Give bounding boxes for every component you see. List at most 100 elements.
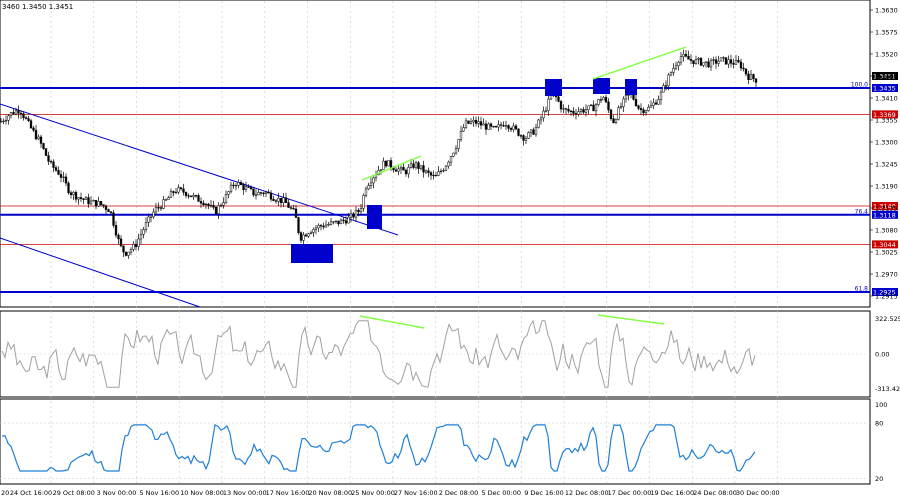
candle-body xyxy=(297,217,300,233)
divergence-line xyxy=(597,314,665,325)
candle-body xyxy=(527,132,530,139)
candle-body xyxy=(429,172,433,176)
x-tick-label: 29 Oct 08:00 xyxy=(53,489,95,497)
candle-body xyxy=(182,188,185,193)
candle-body xyxy=(267,191,270,194)
candle-body xyxy=(422,165,425,173)
candle-body xyxy=(169,191,173,198)
candle-body xyxy=(157,207,160,209)
candle-body xyxy=(739,61,743,69)
candle-body xyxy=(7,115,10,121)
candle-body xyxy=(409,163,413,168)
candle-body xyxy=(269,192,273,200)
candle-body xyxy=(209,204,213,207)
candle-body xyxy=(144,222,148,230)
candle-body xyxy=(669,72,673,76)
candle-body xyxy=(749,74,753,80)
candle-body xyxy=(72,192,75,195)
candle-body xyxy=(457,139,460,149)
candle-body xyxy=(67,182,70,193)
candle-body xyxy=(507,125,510,129)
candle-body xyxy=(139,234,143,240)
candle-body xyxy=(302,234,305,241)
candle-body xyxy=(117,234,120,240)
y-tick-label: 1.3300 xyxy=(875,139,898,147)
candle-body xyxy=(584,109,588,113)
candle-body xyxy=(647,106,650,111)
level-tag xyxy=(872,240,898,249)
candle-body xyxy=(654,102,658,105)
candle-body xyxy=(724,57,728,65)
candle-body xyxy=(687,55,690,60)
candle-body xyxy=(652,102,655,107)
candle-body xyxy=(732,63,735,65)
candle-body xyxy=(347,216,350,224)
candle-body xyxy=(394,169,398,172)
candle-body xyxy=(12,112,15,115)
candle-body xyxy=(677,61,680,67)
candle-body xyxy=(484,123,488,130)
candle-body xyxy=(447,161,450,167)
y-tick-label: 1.3410 xyxy=(875,95,898,103)
candle-body xyxy=(444,165,448,171)
candle-body xyxy=(287,202,290,208)
candle-body xyxy=(587,105,590,110)
horizontal-levels: 1.3435100.01.33691.31401.311876.41.30441… xyxy=(0,72,898,297)
candle-body xyxy=(217,205,220,214)
candle-body xyxy=(544,110,548,112)
candle-body xyxy=(274,200,278,202)
candle-body xyxy=(77,197,80,200)
candle-body xyxy=(537,119,540,128)
candle-body xyxy=(427,170,430,173)
candle-body xyxy=(674,65,678,69)
candle-body xyxy=(667,74,670,86)
candle-body xyxy=(417,162,420,169)
candle-body xyxy=(534,127,538,135)
candle-body xyxy=(339,219,343,225)
candle-body xyxy=(637,105,640,109)
candle-body xyxy=(362,195,365,209)
candle-body xyxy=(734,59,738,65)
y-tick-label: 1.3575 xyxy=(875,29,898,37)
signal-box xyxy=(593,78,610,94)
candle-body xyxy=(112,212,115,226)
candles xyxy=(0,49,758,259)
candle-body xyxy=(59,174,63,178)
candle-body xyxy=(644,110,648,114)
candle-body xyxy=(564,108,568,110)
level-tag xyxy=(872,210,898,219)
candle-body xyxy=(407,167,410,175)
candle-body xyxy=(99,201,103,205)
candle-body xyxy=(672,67,675,73)
candle-body xyxy=(619,106,623,108)
symbol-info: 3460 1.3450 1.3451 xyxy=(2,3,73,11)
candle-body xyxy=(34,129,38,140)
candle-body xyxy=(214,207,218,214)
candle-body xyxy=(312,228,315,233)
candle-body xyxy=(197,195,200,202)
candle-body xyxy=(352,213,355,218)
x-tick-label: 24 Oct 16:00 xyxy=(10,489,52,497)
trend-upper-line xyxy=(0,103,399,236)
level-label: 1.2925 xyxy=(873,289,896,297)
candle-body xyxy=(284,197,288,203)
x-tick-label: 3 Nov 00:00 xyxy=(97,489,137,497)
x-tick-label: 20 xyxy=(1,489,9,497)
candle-body xyxy=(219,204,223,207)
candle-body xyxy=(602,97,605,101)
candle-body xyxy=(524,137,528,141)
candle-body xyxy=(299,232,303,241)
candle-body xyxy=(472,119,475,123)
candle-body xyxy=(754,78,758,83)
candle-body xyxy=(49,161,53,163)
candle-body xyxy=(437,171,440,176)
candle-body xyxy=(487,123,490,130)
y-tick-label: 1.3465 xyxy=(875,73,898,81)
candle-body xyxy=(87,197,90,205)
candle-body xyxy=(159,207,163,209)
signal-box xyxy=(367,205,382,229)
last-price-label: 1.3451 xyxy=(873,73,896,81)
candle-body xyxy=(264,191,268,194)
candle-body xyxy=(64,176,68,184)
